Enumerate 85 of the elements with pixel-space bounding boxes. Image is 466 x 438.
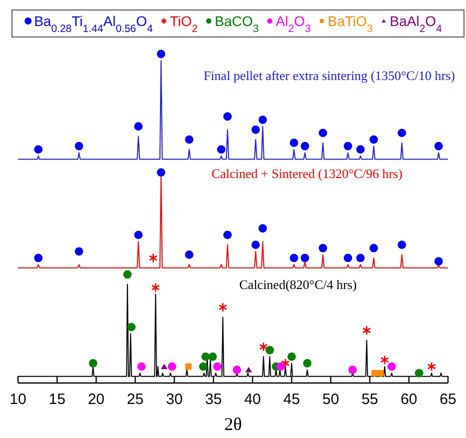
point <box>127 322 136 332</box>
point <box>245 366 252 372</box>
x-tick-label: 55 <box>361 391 378 408</box>
point <box>427 362 436 372</box>
x-tick-label: 25 <box>126 391 144 408</box>
text: Calcined(820°C/4 hrs) <box>239 277 357 292</box>
point <box>290 254 298 262</box>
point <box>134 122 143 131</box>
point <box>370 135 378 144</box>
legend-label: Al$_{2}$O$_{3}$ <box>276 13 311 35</box>
legend-label: TiO$_{2}$ <box>170 13 198 35</box>
point <box>290 138 298 148</box>
point <box>344 254 352 262</box>
point <box>287 352 296 361</box>
point <box>74 247 84 256</box>
point <box>160 364 168 370</box>
point <box>217 145 226 154</box>
point <box>398 128 406 138</box>
point <box>300 254 310 262</box>
point <box>344 142 352 150</box>
point <box>434 257 443 266</box>
x-tick-label: 35 <box>205 391 222 408</box>
x-tick-label: 30 <box>166 391 183 408</box>
point <box>223 230 232 240</box>
legend-label: Ba$_{0.28}$Ti$_{1.44}$Al$_{0.56}$O$_{4}$ <box>34 13 154 35</box>
point <box>137 362 146 371</box>
x-tick-label: 20 <box>88 391 105 408</box>
point <box>318 128 328 138</box>
point <box>223 112 232 121</box>
point <box>208 352 217 361</box>
point <box>201 352 210 361</box>
point <box>199 362 208 371</box>
point <box>303 359 312 368</box>
point <box>213 362 222 371</box>
x-tick-label: 65 <box>440 391 456 408</box>
x-tick-label: 50 <box>322 391 340 408</box>
point <box>398 240 406 250</box>
point <box>378 370 384 376</box>
point <box>232 366 242 374</box>
point <box>259 342 268 352</box>
text: Calcined + Sintered (1320°C/96 hrs) <box>212 166 402 181</box>
point <box>156 168 166 177</box>
point <box>434 142 443 150</box>
point <box>134 230 143 240</box>
point <box>414 368 424 378</box>
point <box>74 142 84 150</box>
point <box>185 250 194 259</box>
legend-label: BaAl$_{2}$O$_{4}$ <box>390 13 442 35</box>
x-tick-label: 15 <box>48 391 66 408</box>
point <box>362 325 372 336</box>
point <box>300 142 310 150</box>
point <box>251 125 260 134</box>
point <box>356 254 365 262</box>
point <box>276 362 285 371</box>
x-axis-title: 2θ <box>224 414 242 434</box>
point <box>151 282 160 292</box>
point <box>251 240 260 250</box>
point <box>34 145 43 154</box>
point <box>380 355 390 365</box>
point <box>218 302 228 312</box>
point <box>388 362 396 371</box>
point <box>168 362 176 371</box>
point <box>185 363 192 370</box>
point <box>356 145 365 154</box>
point <box>148 253 158 263</box>
point <box>185 135 194 144</box>
point <box>258 116 267 124</box>
text: Final pellet after extra sintering (1350°C/10 hrs) <box>204 68 455 83</box>
x-tick-label: 45 <box>283 391 300 408</box>
legend-label: BaCO$_{3}$ <box>214 13 259 35</box>
point <box>370 244 378 252</box>
point <box>266 346 274 354</box>
point <box>281 358 290 368</box>
legend-label: BaTiO$_{3}$ <box>328 13 373 35</box>
point <box>258 224 267 233</box>
point <box>371 370 378 376</box>
x-tick-label: 40 <box>244 391 261 408</box>
x-tick-label: 60 <box>400 391 418 408</box>
point <box>318 244 328 252</box>
point <box>34 254 43 262</box>
point <box>156 50 166 58</box>
point <box>123 270 132 279</box>
x-tick-label: 10 <box>10 391 26 408</box>
point <box>348 366 357 374</box>
point <box>88 359 98 368</box>
